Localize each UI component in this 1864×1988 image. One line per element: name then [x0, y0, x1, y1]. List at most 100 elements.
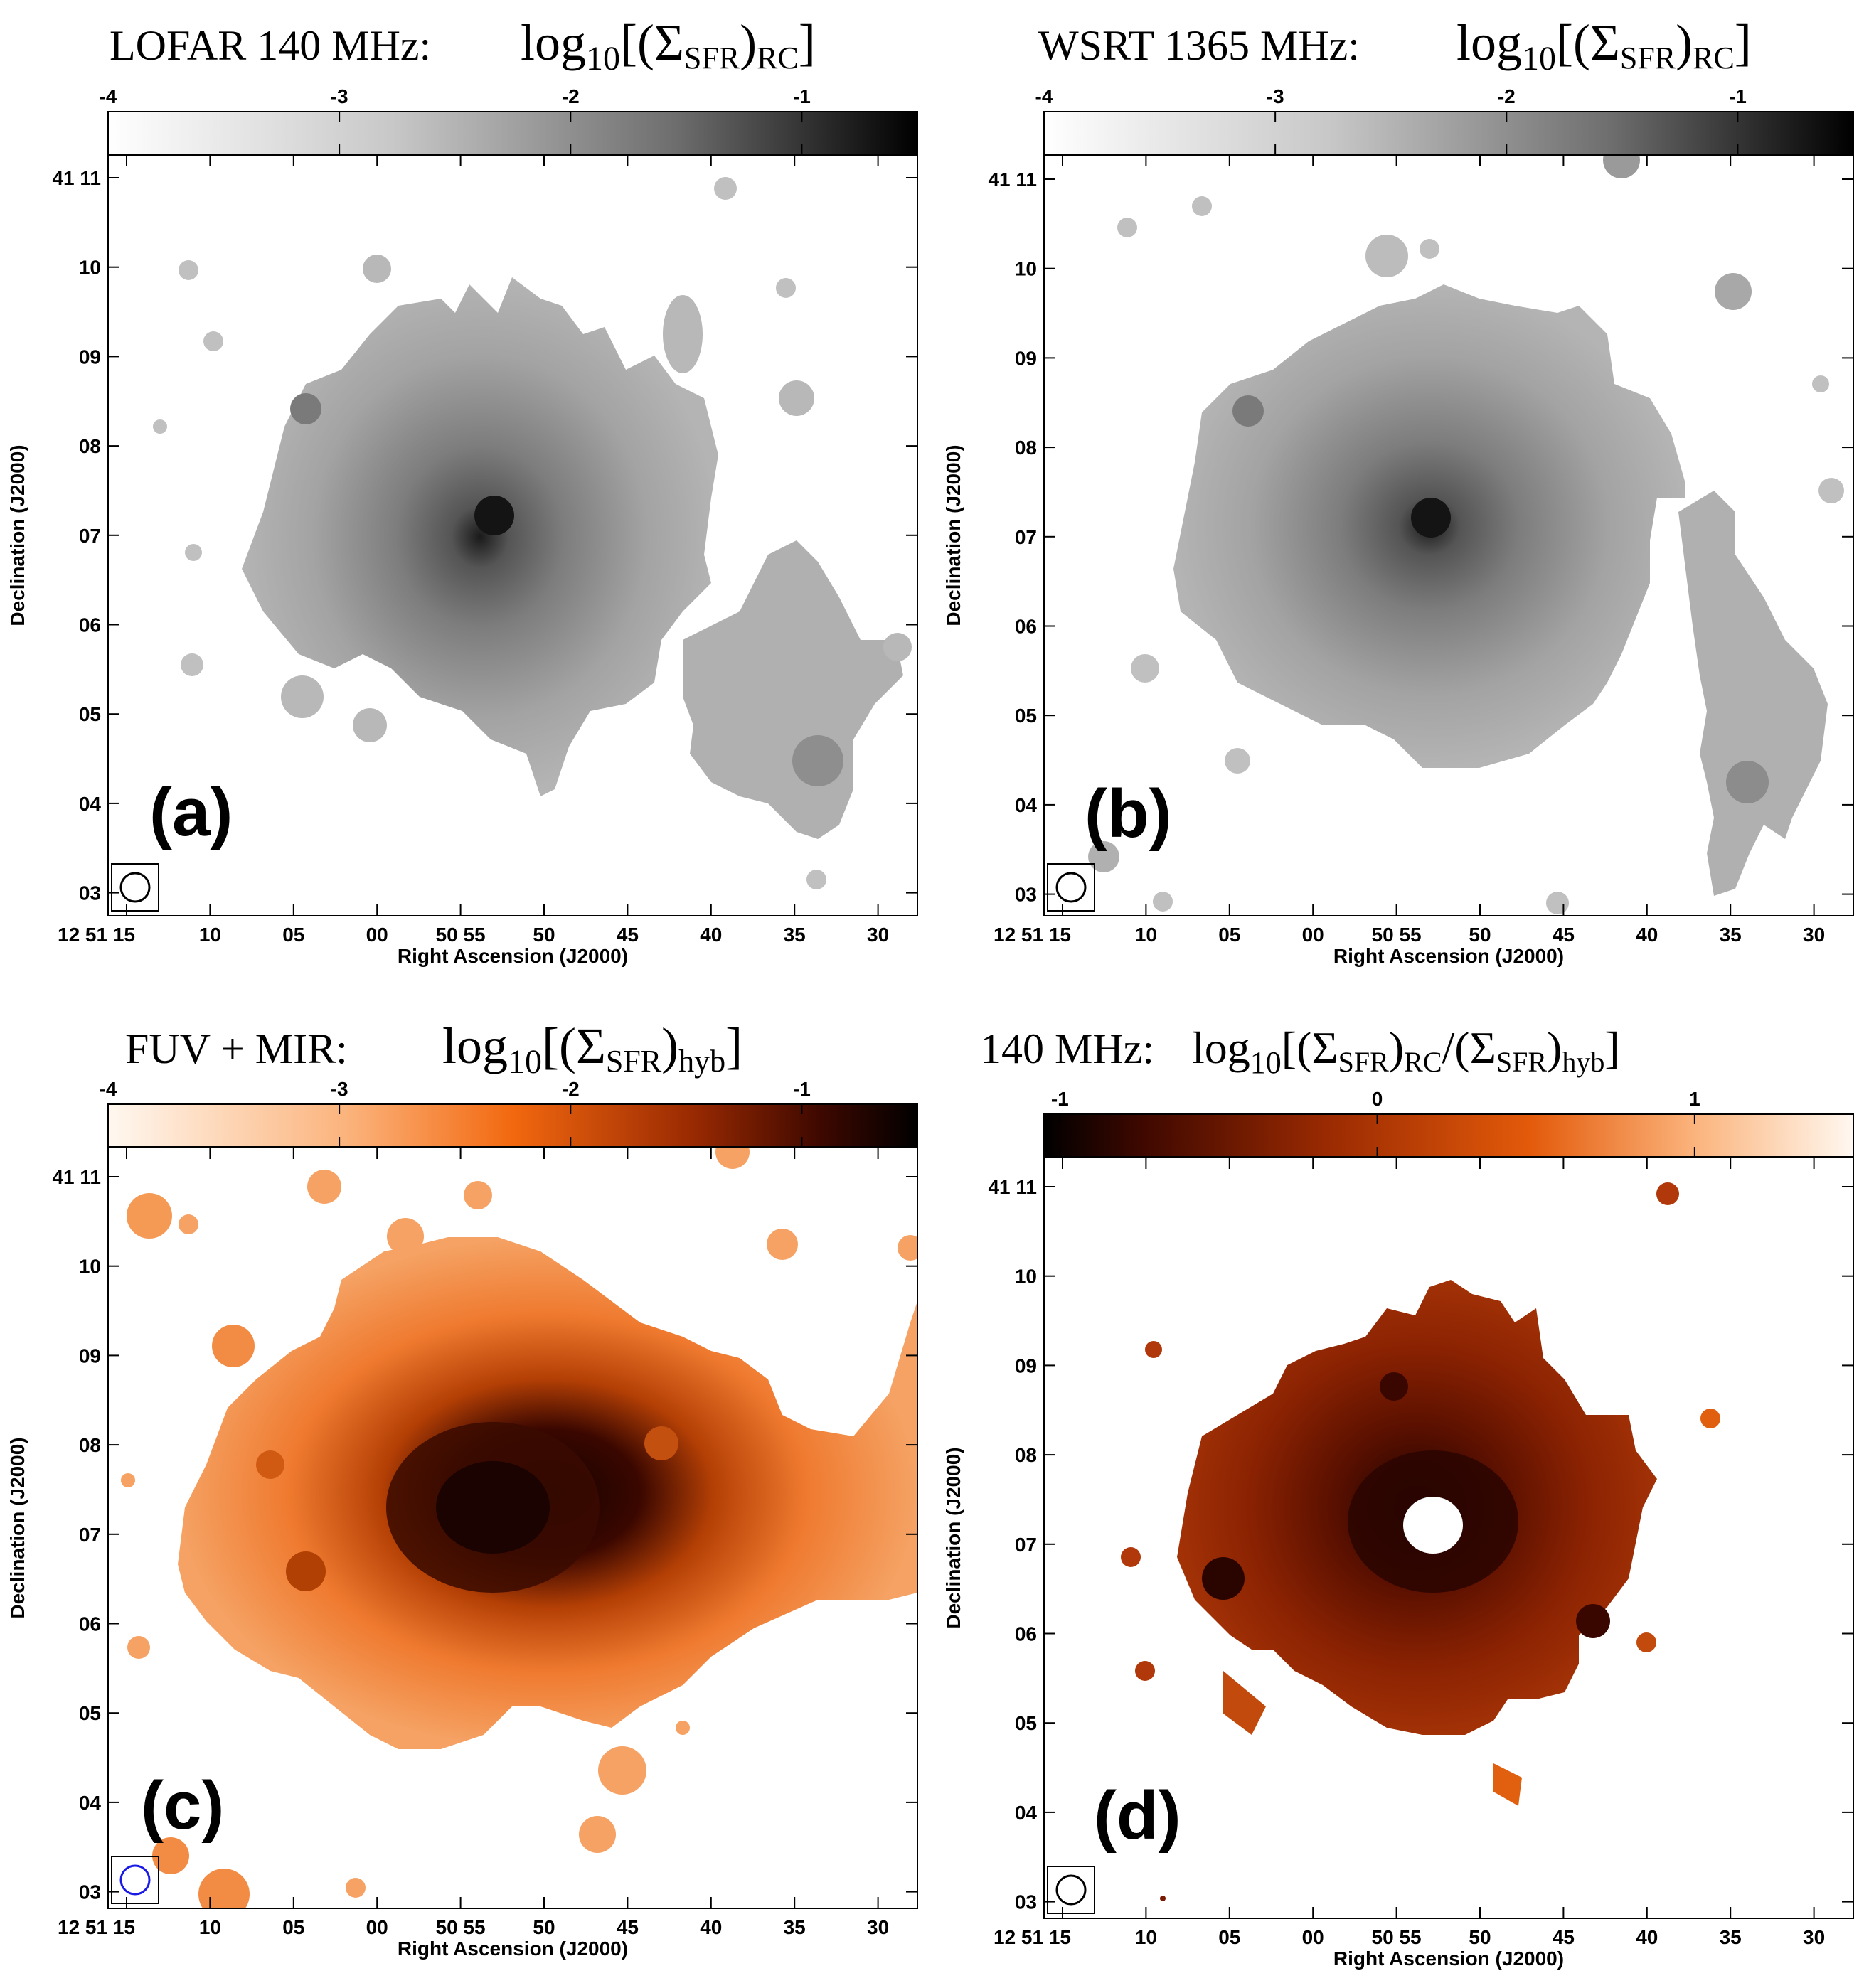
y-tick-label: 05: [79, 1702, 101, 1724]
colorbar-c: -4 -3 -2 -1: [100, 1078, 918, 1148]
colorbar-d-gradient: [1043, 1113, 1854, 1158]
y-tick-label: 08: [1015, 437, 1037, 459]
nucleus: [436, 1461, 550, 1554]
panel-a: LOFAR 140 MHz: log10[(ΣSFR)RC] -4 -3 -2 -1: [6, 14, 918, 967]
y-tick-label: 41 11: [988, 1176, 1037, 1198]
x-tick-label: 50 55: [1372, 924, 1422, 946]
blob: [464, 1181, 492, 1209]
blob: [307, 1170, 341, 1204]
y-tick-label: 07: [79, 1524, 101, 1546]
y-tick-label: 03: [1015, 1891, 1037, 1913]
colorbar-tick-label: -2: [562, 85, 580, 107]
x-tick-label: 50: [533, 1916, 555, 1938]
y-tick-label: 05: [79, 703, 101, 725]
x-tick-label: 50: [533, 924, 555, 946]
x-tick-label: 00: [366, 924, 388, 946]
blob: [1223, 1671, 1266, 1735]
y-tick-label: 41 11: [52, 1166, 101, 1188]
blob: [1131, 654, 1159, 683]
x-tick-label: 12 51 15: [58, 924, 135, 946]
x-tick-label: 00: [1302, 924, 1324, 946]
x-tick-label: 10: [199, 1916, 221, 1938]
beam-icon: [119, 872, 151, 903]
blob: [1420, 239, 1439, 259]
x-tick-label: 40: [700, 1916, 722, 1938]
y-tick-label: 09: [1015, 1354, 1037, 1377]
y-tick-label: 03: [1015, 884, 1037, 906]
map-d: [1121, 1182, 1720, 1901]
y-axis-label: Declination (J2000): [942, 1447, 964, 1628]
colorbar-tick-label: -1: [1729, 85, 1747, 107]
blob: [767, 1229, 798, 1260]
blob: [598, 1746, 646, 1795]
panel-c-title-prefix: FUV + MIR:: [125, 1025, 348, 1072]
nucleus: [474, 496, 514, 535]
panel-d: 140 MHz: log10[(ΣSFR)RC/(ΣSFR)hyb] -1 0 1: [942, 1022, 1854, 1970]
y-tick-label: 05: [1015, 1712, 1037, 1734]
blob: [346, 1878, 366, 1898]
blob: [806, 870, 826, 889]
blob: [185, 544, 202, 561]
blob: [1380, 1372, 1408, 1401]
blob: [1121, 1547, 1141, 1567]
blob: [1493, 1763, 1522, 1806]
blob: [898, 1235, 917, 1261]
blob: [715, 1148, 750, 1169]
blob: [1088, 841, 1119, 872]
y-tick-label: 41 11: [988, 169, 1037, 191]
blob: [127, 1636, 150, 1659]
blob: [153, 419, 167, 434]
blob: [281, 675, 324, 718]
x-tick-label: 50: [1469, 924, 1491, 946]
y-tick-label: 10: [79, 257, 101, 279]
panel-c: FUV + MIR: log10[(ΣSFR)hyb] -4 -3 -2 -1: [6, 1017, 918, 1960]
colorbar-b: -4 -3 -2 -1: [1035, 85, 1854, 155]
panel-d-title-expr: log10[(ΣSFR)RC/(ΣSFR)hyb]: [1192, 1022, 1620, 1080]
colorbar-tick-label: -3: [1267, 85, 1284, 107]
x-tick-label: 30: [867, 1916, 889, 1938]
x-tick-label: 12 51 15: [58, 1916, 135, 1938]
y-tick-label: 04: [1015, 1802, 1038, 1824]
y-tick-label: 04: [79, 793, 102, 815]
x-tick-label: 45: [617, 924, 639, 946]
x-tick-label: 10: [1135, 1926, 1157, 1948]
x-tick-label: 35: [784, 1916, 806, 1938]
map-b: [1088, 155, 1844, 914]
blob: [256, 1450, 284, 1479]
plot-d-frame: [1043, 1157, 1854, 1919]
blob: [1700, 1409, 1720, 1428]
blob: [1232, 395, 1264, 427]
blob: [1135, 1661, 1155, 1681]
x-tick-label: 50 55: [436, 1916, 486, 1938]
blob: [883, 633, 912, 661]
blob: [1818, 478, 1844, 503]
panel-d-title: 140 MHz: log10[(ΣSFR)RC/(ΣSFR)hyb]: [980, 1022, 1620, 1080]
blob: [179, 1214, 198, 1234]
colorbar-tick-label: -3: [331, 1078, 348, 1100]
y-tick-label: 04: [1015, 794, 1038, 816]
blob: [1812, 375, 1829, 392]
colorbar-tick-label: -1: [793, 1078, 811, 1100]
beam-d: [1047, 1866, 1095, 1914]
blob: [363, 255, 391, 283]
x-axis-label: Right Ascension (J2000): [398, 1938, 628, 1960]
x-tick-label: 35: [784, 924, 806, 946]
blob: [121, 1473, 135, 1487]
panel-a-title: LOFAR 140 MHz: log10[(ΣSFR)RC]: [110, 14, 816, 78]
x-tick-label: 00: [1302, 1926, 1324, 1948]
panel-b: WSRT 1365 MHz: log10[(ΣSFR)RC] -4 -3 -2 -1: [942, 14, 1854, 967]
y-tick-label: 07: [79, 525, 101, 547]
y-tick-label: 09: [79, 1345, 101, 1367]
x-tick-label: 10: [199, 924, 221, 946]
blob: [1192, 196, 1212, 216]
sw-arm: [683, 540, 903, 839]
x-tick-label: 00: [366, 1916, 388, 1938]
x-tick-label: 35: [1720, 1926, 1742, 1948]
colorbar-tick-label: -4: [100, 85, 117, 107]
y-tick-label: 09: [79, 346, 101, 368]
blob: [776, 278, 796, 298]
x-axis-label: Right Ascension (J2000): [398, 945, 628, 967]
panel-c-title-expr: log10[(ΣSFR)hyb]: [442, 1017, 742, 1081]
panel-b-title: WSRT 1365 MHz: log10[(ΣSFR)RC]: [1038, 14, 1752, 78]
blob: [1225, 748, 1250, 774]
